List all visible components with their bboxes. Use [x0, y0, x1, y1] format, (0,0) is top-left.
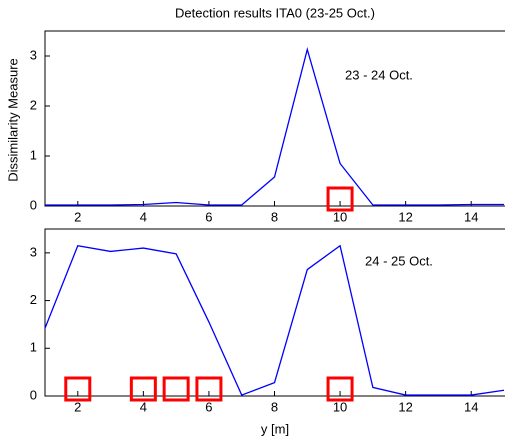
- y-tick-label: 2: [30, 292, 37, 307]
- x-tick-label: 10: [333, 209, 347, 224]
- x-tick-label: 4: [140, 399, 147, 414]
- y-tick-label: 2: [30, 97, 37, 112]
- x-tick-label: 4: [140, 209, 147, 224]
- annotation: 23 - 24 Oct.: [345, 67, 413, 82]
- detection-box: [162, 376, 190, 402]
- x-tick-label: 2: [74, 399, 81, 414]
- x-tick-label: 14: [464, 209, 478, 224]
- x-tick-label: 12: [398, 209, 412, 224]
- detection-box: [64, 376, 92, 402]
- y-tick-label: 1: [30, 147, 37, 162]
- x-tick-label: 10: [333, 399, 347, 414]
- detection-box: [195, 376, 223, 402]
- axes-box: [44, 30, 505, 207]
- y-tick-label: 3: [30, 244, 37, 259]
- x-tick-label: 6: [205, 209, 212, 224]
- x-tick-label: 14: [464, 399, 478, 414]
- x-tick-label: 8: [271, 399, 278, 414]
- annotation: 24 - 25 Oct.: [365, 253, 433, 268]
- y-tick-label: 3: [30, 47, 37, 62]
- data-line: [45, 47, 504, 206]
- detection-box: [326, 376, 354, 402]
- data-line: [44, 244, 505, 396]
- y-tick-label: 1: [30, 340, 37, 355]
- x-axis-label: y [m]: [261, 421, 289, 436]
- x-tick-label: 12: [398, 399, 412, 414]
- y-axis-label: Dissimilarity Measure: [5, 58, 20, 182]
- y-tick-label: 0: [30, 387, 37, 402]
- detection-box: [129, 376, 157, 402]
- x-tick-label: 8: [271, 209, 278, 224]
- detection-box: [326, 186, 354, 212]
- x-tick-label: 6: [205, 399, 212, 414]
- chart-title: Detection results ITA0 (23-25 Oct.): [175, 5, 375, 20]
- axes-box: [44, 228, 505, 397]
- y-tick-label: 0: [30, 197, 37, 212]
- x-tick-label: 2: [74, 209, 81, 224]
